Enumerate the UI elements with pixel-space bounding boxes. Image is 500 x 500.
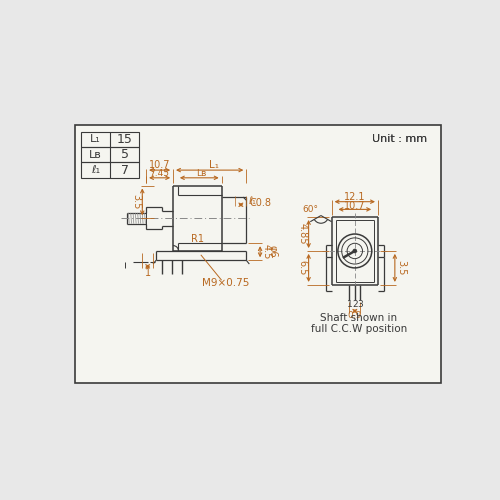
Text: 4.5: 4.5: [262, 244, 272, 260]
Text: 1: 1: [144, 268, 150, 278]
Text: Lʙ: Lʙ: [196, 170, 206, 178]
Text: L₁: L₁: [208, 160, 218, 170]
Text: M9×0.75: M9×0.75: [202, 278, 249, 288]
Text: 1: 1: [346, 300, 352, 308]
Text: C0.8: C0.8: [249, 198, 271, 208]
Bar: [80, 162, 139, 178]
Text: Unit : mm: Unit : mm: [372, 134, 427, 144]
Text: 12.1: 12.1: [344, 192, 366, 202]
Text: 3.5: 3.5: [131, 194, 141, 210]
Text: 4.85: 4.85: [298, 224, 308, 245]
Bar: [80, 132, 139, 147]
Text: 7: 7: [120, 164, 128, 176]
Text: 3.5: 3.5: [396, 260, 406, 276]
Text: 6.5: 6.5: [298, 260, 308, 276]
Text: 60°: 60°: [302, 205, 318, 214]
Text: 7.45: 7.45: [150, 170, 170, 178]
Text: 5: 5: [120, 148, 128, 161]
Text: 10.7: 10.7: [149, 160, 171, 170]
Text: ℓ₁: ℓ₁: [248, 196, 256, 206]
Circle shape: [353, 249, 356, 253]
Text: ℓ₁: ℓ₁: [91, 165, 100, 175]
Text: 15: 15: [116, 133, 132, 146]
Text: 10.7: 10.7: [344, 200, 366, 210]
Text: R1: R1: [191, 234, 204, 244]
Text: Shaft shown in
full C.C.W position: Shaft shown in full C.C.W position: [310, 312, 407, 334]
Bar: [76, 126, 441, 384]
Bar: [80, 147, 139, 162]
Text: Lʙ: Lʙ: [89, 150, 102, 160]
Text: φ6: φ6: [268, 246, 278, 258]
Text: 0.9: 0.9: [348, 311, 362, 320]
Text: 3: 3: [358, 300, 363, 308]
Text: Unit : mm: Unit : mm: [372, 134, 427, 144]
Text: 2: 2: [352, 300, 358, 308]
Text: L₁: L₁: [90, 134, 101, 144]
